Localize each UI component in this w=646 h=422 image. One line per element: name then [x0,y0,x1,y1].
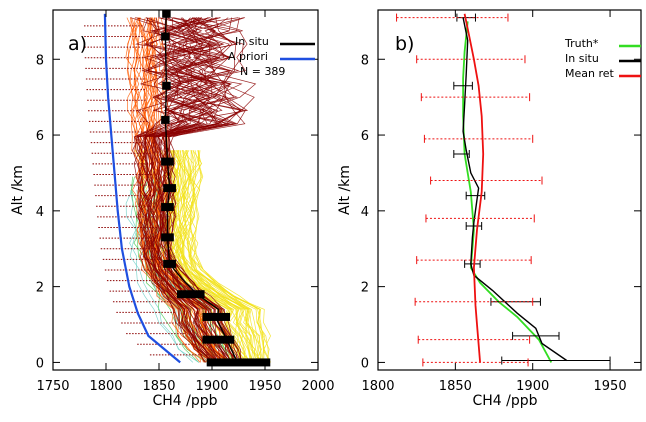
series-line [462,21,553,363]
error-bar [202,312,231,321]
legend: Truth* In situ Mean ret [564,37,641,80]
retrieval-profile [126,17,201,363]
error-bar [202,335,235,344]
y-tick-label: 2 [36,281,44,296]
retrieval-profile [153,17,232,363]
retrieval-profile [183,150,264,363]
x-tick-label: 1850 [439,379,472,394]
legend-label: N = 389 [240,65,285,78]
x-axis-label: CH4 /ppb [152,393,217,409]
error-bar [177,290,205,299]
panel-a: 1750 1800 1850 1900 1950 2000 0 2 4 6 8 a) CH4 /pp… [10,9,335,409]
retrieval-profile [145,17,225,363]
legend-label: Mean ret [565,67,615,80]
error-bar [161,115,170,124]
retrieval-profile [188,150,265,363]
legend-label: In situ [235,35,269,48]
y-tick-label: 0 [361,356,369,371]
axis-ticks: 1800 1850 1900 1950 0 2 4 6 8 [361,10,641,394]
error-bar [161,203,174,212]
x-tick-label: 1950 [594,379,627,394]
y-tick-label: 8 [361,53,369,68]
x-axis-label: CH4 /ppb [472,393,537,409]
y-tick-label: 4 [36,205,44,220]
retrieval-profile [169,150,246,363]
panel-label: a) [68,33,87,55]
error-bar [161,32,170,41]
y-tick-label: 0 [36,356,44,371]
y-tick-label: 2 [361,281,369,296]
retrieval-profile [189,150,271,363]
axis-ticks: 1750 1800 1850 1900 1950 2000 0 2 4 6 8 [36,10,335,394]
legend: In situ A priori N = 389 [228,35,315,78]
retrieval-profile [133,17,213,363]
retrieval-profile [142,17,230,363]
retrieval-profile [183,150,262,363]
retrieval-profile [145,17,217,363]
legend-label: Truth* [564,37,599,50]
panel-label: b) [395,33,414,55]
x-tick-label: 2000 [301,379,334,394]
x-tick-label: 1900 [516,379,549,394]
y-tick-label: 4 [361,205,369,220]
plot-frame [52,9,319,371]
error-bar [206,358,271,367]
legend-label: A priori [228,50,268,63]
error-bar [163,184,176,193]
retrieval-profile [136,17,219,363]
y-tick-label: 6 [36,129,44,144]
retrieval-profile [172,150,250,363]
plot-frame [377,9,642,371]
error-bar [161,157,174,166]
error-bar [161,233,174,242]
series-lines [396,13,611,367]
error-bar [162,10,171,18]
retrieval-profile [132,17,213,363]
retrieval-profile [176,150,256,363]
x-tick-label: 1900 [195,379,228,394]
x-tick-label: 1950 [248,379,281,394]
retrieval-profile [169,150,243,363]
x-tick-label: 1800 [89,379,122,394]
series-line [103,13,181,364]
y-axis-label: Alt /km [10,165,26,215]
retrieval-profile [150,17,230,363]
x-tick-label: 1850 [142,379,175,394]
y-tick-label: 6 [361,129,369,144]
error-bar [162,81,171,90]
retrieval-profile [175,150,253,363]
error-bar [163,259,176,268]
x-tick-label: 1800 [361,379,394,394]
legend-label: In situ [565,52,599,65]
x-tick-label: 1750 [36,379,69,394]
series-lines [103,10,271,367]
retrieval-profile [178,150,259,363]
retrieval-profile [182,150,261,363]
series-line [463,13,485,363]
retrieval-profile [149,17,238,363]
y-axis-label: Alt /km [337,165,353,215]
y-tick-label: 8 [36,53,44,68]
retrieval-profile [156,17,237,363]
retrieval-profile [133,17,222,363]
series-line [462,17,568,362]
retrieval-profile [192,150,271,363]
panel-b: 1800 1850 1900 1950 0 2 4 6 8 b) CH4 /ppb Alt /k… [337,9,642,409]
